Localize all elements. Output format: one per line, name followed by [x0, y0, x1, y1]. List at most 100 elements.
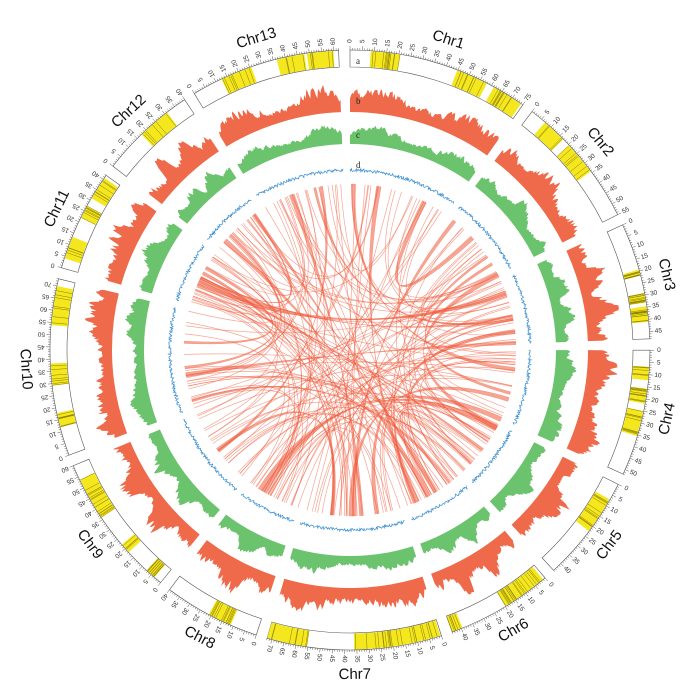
- tick-label-chr13: 15: [219, 63, 229, 73]
- synteny-ribbon: [393, 255, 489, 504]
- tick-chr8: [250, 633, 252, 636]
- tick-chr13: [208, 83, 210, 86]
- gene-line-chr3: [628, 293, 645, 298]
- tick-chr1: [464, 70, 466, 73]
- tick-chr12: [142, 130, 145, 132]
- gene-line-chr7: [377, 632, 380, 649]
- tick-chr8: [216, 619, 218, 622]
- tick-chr12: [151, 121, 154, 124]
- synteny-link: [351, 184, 516, 336]
- tick-chr2: [550, 124, 554, 128]
- tick-chr12: [137, 135, 140, 137]
- tick-chr12: [122, 151, 124, 154]
- tick-chr12: [172, 103, 175, 107]
- tick-chr3: [632, 249, 635, 251]
- tick-chr8: [196, 608, 199, 611]
- tick-label-chr11: 25: [71, 202, 81, 212]
- tick-label-chr10: 20: [42, 405, 51, 413]
- tick-chr8: [218, 620, 221, 623]
- tick-chr1: [450, 65, 453, 68]
- tick-chr2: [531, 108, 535, 112]
- tick-label-chr5: 20: [595, 527, 605, 537]
- tick-chr13: [258, 62, 260, 65]
- tick-chr10: [51, 407, 56, 409]
- tick-chr9: [120, 544, 123, 547]
- tick-chr6: [492, 613, 494, 616]
- tick-chr2: [543, 119, 546, 121]
- gene-line-chr2: [549, 137, 562, 150]
- gene-line-chr9: [147, 558, 159, 571]
- tick-chr12: [167, 109, 169, 112]
- gene-line-chr8: [215, 603, 224, 618]
- tick-chr11: [84, 205, 87, 207]
- tick-label-chr2: 50: [615, 195, 625, 205]
- tick-chr11: [75, 219, 79, 223]
- tick-label-chr9: 30: [97, 530, 107, 540]
- tick-chr6: [472, 623, 475, 628]
- tick-chr3: [639, 269, 644, 272]
- gene-line-chr13: [224, 78, 232, 93]
- tick-chr11: [83, 207, 86, 209]
- gene-line-chr7: [382, 631, 385, 648]
- tick-chr6: [517, 598, 520, 601]
- tick-chr2: [570, 144, 572, 147]
- synteny-link: [403, 227, 463, 481]
- tick-chr12: [143, 126, 147, 131]
- tick-chr6: [539, 582, 541, 585]
- tick-chr5: [570, 552, 573, 555]
- tick-chr7: [273, 640, 275, 643]
- synteny-link: [197, 284, 455, 480]
- gene-line-chr7: [389, 630, 393, 647]
- tick-label-chr9: 60: [60, 464, 70, 473]
- tick-chr2: [585, 163, 588, 166]
- tick-chr2: [568, 141, 572, 145]
- tick-chr4: [640, 425, 643, 427]
- ring-d-line-chr7: [300, 519, 405, 533]
- tick-chr3: [627, 234, 632, 237]
- tick-label-chr10: 35: [38, 368, 46, 376]
- tick-chr3: [626, 232, 629, 235]
- tick-label-chr1: 55: [480, 67, 490, 77]
- synteny-link: [285, 429, 363, 516]
- ring-letter-b: b: [356, 96, 361, 106]
- gene-line-chr8: [229, 609, 237, 625]
- tick-chr1: [425, 57, 427, 60]
- tick-chr6: [483, 618, 486, 623]
- tick-label-chr2: 40: [602, 173, 612, 183]
- gene-line-chr1: [502, 97, 512, 112]
- tick-chr6: [456, 630, 458, 633]
- tick-chr11: [75, 223, 78, 225]
- gene-line-chr4: [626, 413, 642, 418]
- tick-chr2: [554, 128, 557, 131]
- gene-line-chr3: [631, 311, 648, 315]
- gene-line-chr1: [460, 74, 468, 90]
- tick-chr1: [514, 97, 517, 100]
- tick-chr7: [266, 638, 268, 641]
- tick-chr5: [596, 520, 599, 522]
- tick-chr9: [77, 478, 80, 481]
- gene-line-chr5: [584, 509, 598, 519]
- tick-label-chr13: 50: [304, 39, 312, 47]
- gene-line-chr1: [381, 52, 385, 69]
- gene-line-chr11: [102, 181, 116, 191]
- gene-line-chr2: [563, 153, 576, 164]
- tick-chr12: [109, 163, 114, 167]
- tick-label-chr11: 10: [56, 236, 66, 245]
- tick-chr2: [573, 148, 576, 151]
- tick-chr11: [87, 201, 90, 203]
- tick-chr13: [216, 78, 219, 81]
- tick-chr8: [254, 634, 257, 639]
- tick-chr1: [448, 64, 450, 67]
- tick-chr12: [148, 125, 150, 127]
- tick-label-chr2: 20: [570, 133, 580, 143]
- gene-band-chr1: [451, 70, 487, 98]
- tick-chr12: [155, 118, 158, 121]
- tick-chr5: [614, 490, 617, 493]
- tick-chr13: [239, 68, 241, 71]
- tick-label-chr6: 20: [505, 610, 515, 620]
- gene-band-chr13: [276, 54, 307, 76]
- tick-chr6: [505, 606, 508, 611]
- tick-chr12: [175, 103, 177, 106]
- gene-line-chr6: [502, 588, 512, 603]
